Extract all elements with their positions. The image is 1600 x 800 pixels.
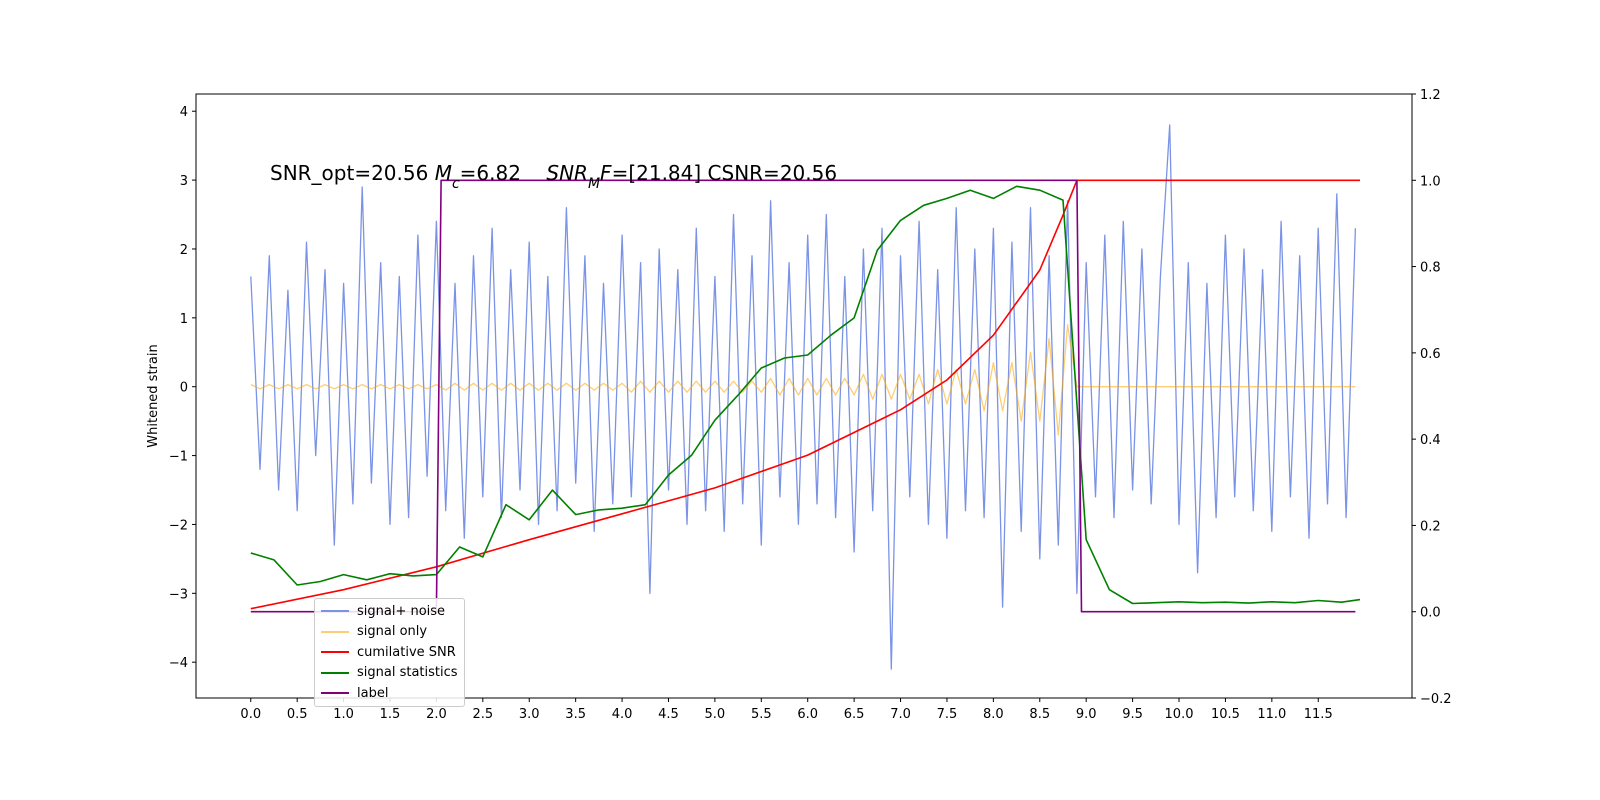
x-tick-label: 9.5 [1122, 707, 1143, 722]
x-tick-label: 4.0 [612, 707, 633, 722]
x-tick-label: 0.0 [240, 707, 261, 722]
x-tick-label: 10.5 [1211, 707, 1240, 722]
y2-tick-label: 1.2 [1420, 88, 1441, 103]
x-tick-label: 11.5 [1304, 707, 1333, 722]
legend-swatch [321, 671, 349, 674]
series-line [250, 124, 1357, 670]
x-tick-label: 8.0 [983, 707, 1004, 722]
annotation-part: SNR_opt=20.56 [270, 161, 435, 185]
series-line [250, 179, 1360, 610]
plot-area [250, 124, 1361, 670]
x-tick-label: 3.5 [565, 707, 586, 722]
annotation-part: M [588, 176, 600, 192]
legend-entry: cumilative SNR [321, 642, 458, 663]
x-tick-label: 1.5 [380, 707, 401, 722]
y2-tick-label: 0.0 [1420, 606, 1441, 621]
legend-entry: signal statistics [321, 663, 458, 684]
y-tick-label: 3 [180, 174, 188, 189]
legend-label: signal+ noise [357, 603, 446, 619]
y2-tick-label: 0.4 [1420, 433, 1441, 448]
x-tick-label: 9.0 [1076, 707, 1097, 722]
x-tick-label: 5.0 [705, 707, 726, 722]
y-axis-label: Whitened strain [146, 344, 161, 447]
legend-entry: signal only [321, 622, 458, 643]
y-tick-label: −1 [169, 450, 188, 465]
legend-swatch [321, 610, 349, 613]
annotation-part: M [435, 161, 452, 185]
annotation-part: =[21.84] CSNR=20.56 [612, 161, 838, 185]
x-tick-label: 6.0 [797, 707, 818, 722]
x-tick-label: 0.5 [287, 707, 308, 722]
legend-swatch [321, 630, 349, 633]
legend-swatch [321, 651, 349, 654]
y-tick-label: 2 [180, 243, 188, 258]
y2-tick-label: 0.2 [1420, 519, 1441, 534]
annotation-part: SNR [546, 161, 588, 185]
y-tick-label: −3 [169, 587, 188, 602]
x-tick-label: 7.0 [890, 707, 911, 722]
y-tick-label: −4 [169, 656, 188, 671]
x-tick-label: 11.0 [1257, 707, 1286, 722]
y-tick-label: −2 [169, 518, 188, 533]
y2-tick-label: 1.0 [1420, 174, 1441, 189]
legend-entry: signal+ noise [321, 601, 458, 622]
y2-tick-label: 0.8 [1420, 261, 1441, 276]
x-tick-label: 3.0 [519, 707, 540, 722]
legend: signal+ noise signal only cumilative SNR si… [314, 598, 465, 707]
y2-tick-label: 0.6 [1420, 347, 1441, 362]
annotation-part: F [600, 161, 612, 185]
x-tick-label: 2.0 [426, 707, 447, 722]
y-tick-label: 1 [180, 312, 188, 327]
x-tick-label: 10.0 [1165, 707, 1194, 722]
annotation: SNR_opt=20.56 Mc=6.82 SNRMF=[21.84] CSNR… [270, 161, 837, 192]
legend-label: cumilative SNR [357, 644, 456, 660]
x-tick-label: 6.5 [844, 707, 865, 722]
series-line [250, 324, 1356, 436]
legend-label: signal only [357, 624, 428, 640]
annotation-part: c [452, 176, 460, 192]
legend-swatch [321, 692, 349, 695]
legend-label: label [357, 685, 389, 701]
x-tick-label: 5.5 [751, 707, 772, 722]
x-tick-label: 2.5 [472, 707, 493, 722]
x-tick-label: 4.5 [658, 707, 679, 722]
y2-tick-label: −0.2 [1420, 692, 1452, 707]
axes-frame [195, 93, 1413, 699]
x-tick-label: 1.0 [333, 707, 354, 722]
y-tick-label: 4 [180, 105, 188, 120]
x-tick-label: 7.5 [937, 707, 958, 722]
x-tick-label: 8.5 [1029, 707, 1050, 722]
y-tick-label: 0 [180, 381, 188, 396]
legend-label: signal statistics [357, 665, 458, 681]
legend-entry: label [321, 683, 458, 704]
annotation-part: =6.82 [460, 161, 547, 185]
